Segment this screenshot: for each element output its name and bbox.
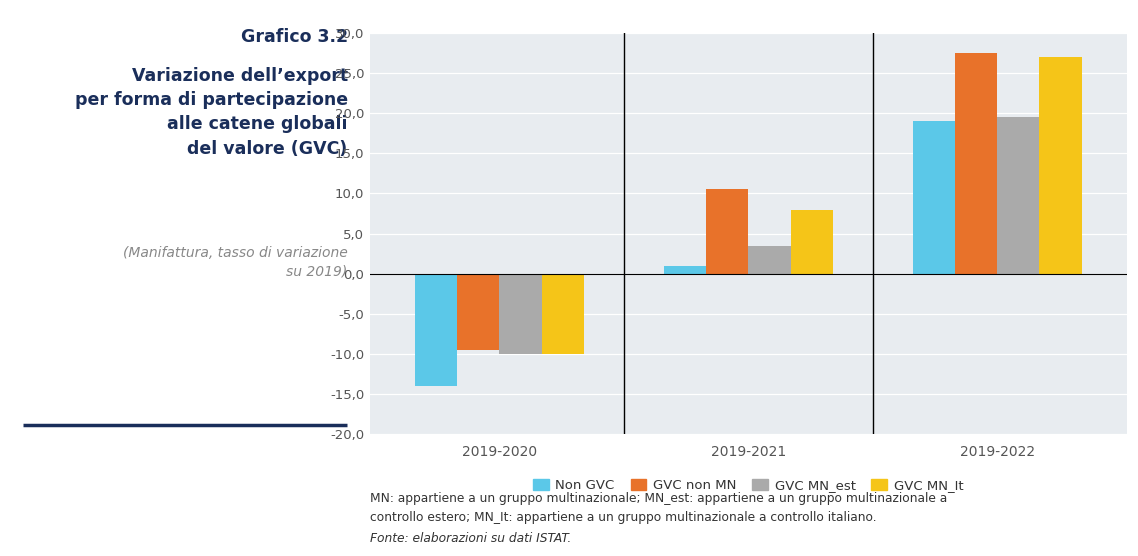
Text: (Manifattura, tasso di variazione
su 2019): (Manifattura, tasso di variazione su 201… — [123, 246, 348, 278]
Legend: Non GVC, GVC non MN, GVC MN_est, GVC MN_It: Non GVC, GVC non MN, GVC MN_est, GVC MN_… — [528, 474, 968, 497]
Text: Variazione dell’export
per forma di partecipazione
alle catene globali
del valor: Variazione dell’export per forma di part… — [75, 67, 348, 157]
Bar — [749, 246, 791, 274]
Text: MN: appartiene a un gruppo multinazionale; MN_est: appartiene a un gruppo multin: MN: appartiene a un gruppo multinazional… — [370, 492, 947, 524]
Text: Grafico 3.2: Grafico 3.2 — [240, 28, 348, 46]
Bar — [955, 53, 997, 274]
Bar — [663, 266, 706, 274]
Bar — [1039, 57, 1082, 274]
Bar — [791, 210, 833, 274]
Bar — [457, 274, 500, 350]
Bar — [542, 274, 584, 354]
Bar — [913, 121, 955, 274]
Bar — [500, 274, 542, 354]
Bar — [706, 190, 748, 274]
Text: Fonte: elaborazioni su dati ISTAT.: Fonte: elaborazioni su dati ISTAT. — [370, 532, 571, 545]
Bar — [414, 274, 457, 386]
Bar — [997, 117, 1039, 274]
